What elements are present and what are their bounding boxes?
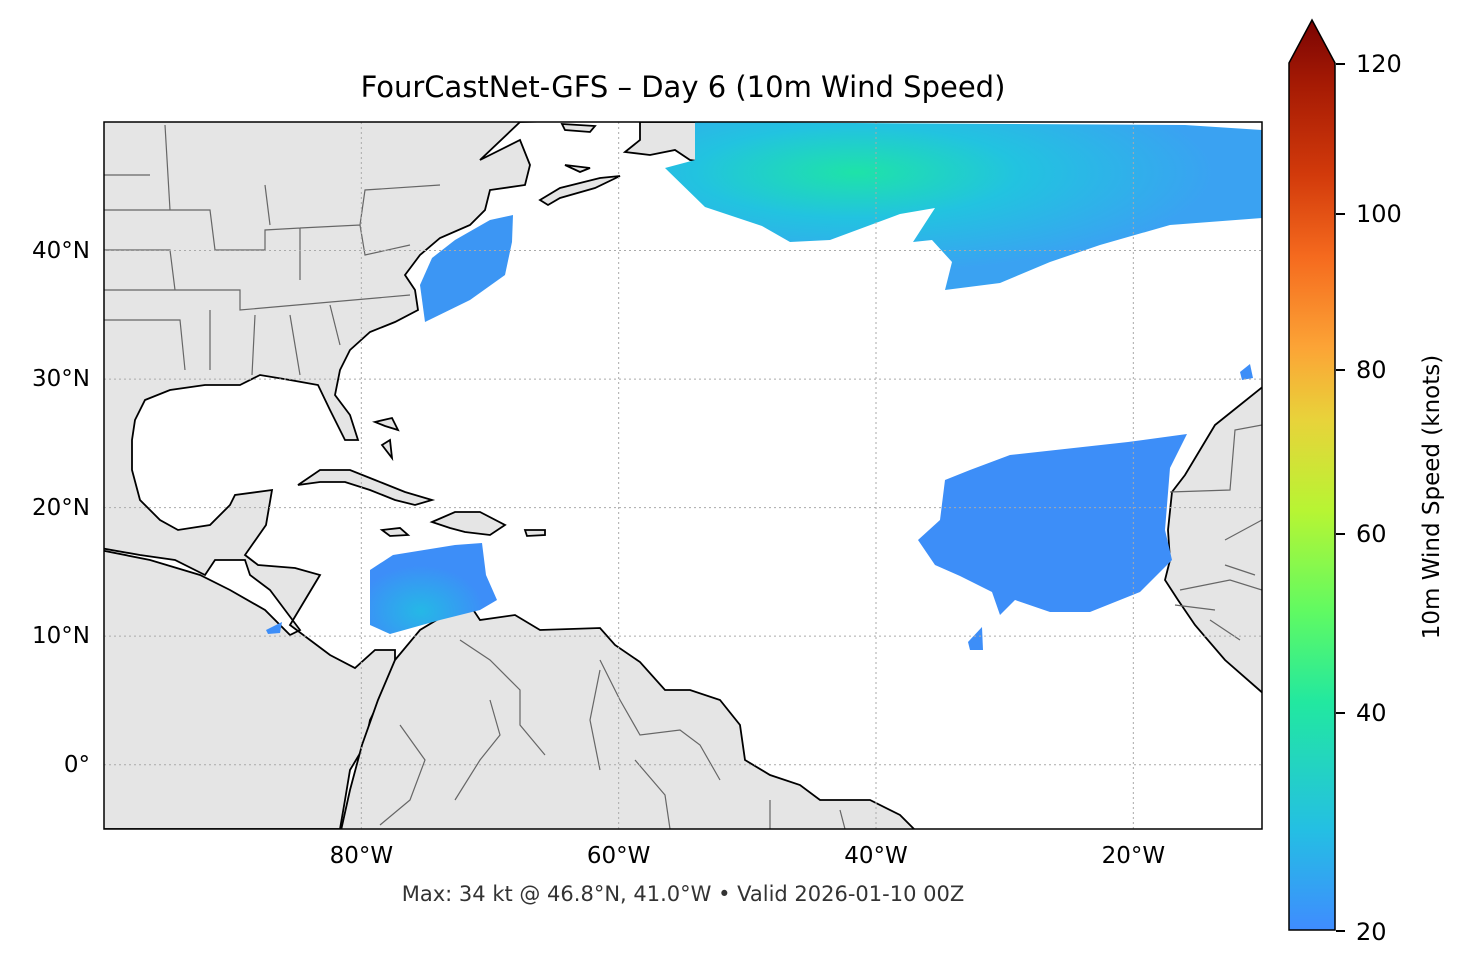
y-tick-label: 10°N [32, 623, 90, 650]
wind-area-small-1 [968, 627, 983, 650]
wind-area-east-atlantic [918, 434, 1187, 615]
footer-caption: Max: 34 kt @ 46.8°N, 41.0°W • Valid 2026… [401, 882, 965, 906]
africa-land [1164, 386, 1262, 694]
wind-speed-field [266, 122, 1262, 650]
puerto-rico [523, 529, 546, 537]
hispaniola [429, 511, 507, 536]
colorbar-tick-label: 60 [1356, 520, 1387, 548]
cuba [297, 469, 436, 506]
jamaica [379, 527, 411, 537]
north-america-land [104, 122, 561, 829]
colorbar-tick-mark [1336, 712, 1345, 714]
y-tick-label: 30°N [32, 366, 90, 393]
y-tick-label: 20°N [32, 494, 90, 521]
x-tick-label: 40°W [844, 843, 908, 869]
colorbar-tick-mark [1336, 213, 1345, 215]
bahamas [372, 416, 400, 462]
x-tick-label: 20°W [1101, 843, 1166, 869]
cape-breton [560, 123, 597, 173]
wind-area-caribbean [370, 543, 497, 634]
colorbar-tick-label: 120 [1356, 50, 1402, 78]
colorbar-tick-label: 20 [1356, 918, 1387, 946]
state-borders [104, 124, 1262, 829]
y-tick-label: 40°N [32, 237, 90, 264]
colorbar-tick-label: 80 [1356, 356, 1387, 384]
x-tick-label: 60°W [586, 843, 651, 869]
colorbar-tick-label: 100 [1356, 200, 1402, 228]
wind-area-us-coast [420, 215, 513, 322]
colorbar [1288, 18, 1336, 931]
x-tick-label: 80°W [329, 843, 394, 869]
gridlines [104, 122, 1262, 829]
colorbar-tick-label: 40 [1356, 699, 1387, 727]
nova-scotia [538, 175, 621, 207]
colorbar-tick-mark [1336, 369, 1345, 371]
colorbar-tick-mark [1336, 63, 1345, 65]
colorbar-tick-mark [1336, 533, 1345, 535]
y-tick-label: 0° [63, 751, 90, 778]
map-frame [103, 121, 1263, 830]
wind-area-small-2 [1240, 364, 1253, 380]
wind-area-small-3 [266, 622, 282, 634]
colorbar-label: 10m Wind Speed (knots) [1419, 354, 1445, 640]
chart-title: FourCastNet-GFS – Day 6 (10m Wind Speed) [360, 70, 1006, 104]
land [104, 122, 1262, 829]
colorbar-tick-mark [1336, 930, 1345, 932]
wind-area-north-atlantic [665, 122, 1262, 290]
south-america-land [340, 603, 916, 829]
